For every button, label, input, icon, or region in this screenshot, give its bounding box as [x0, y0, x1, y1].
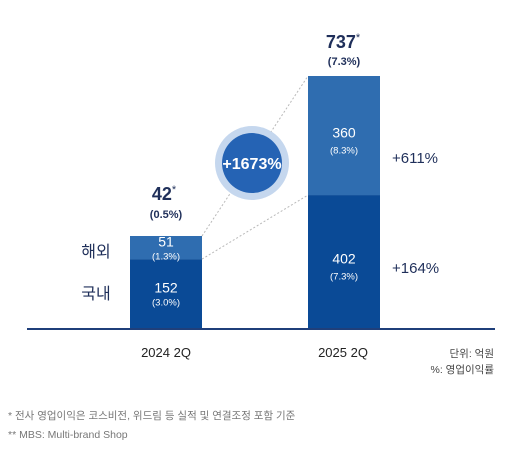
bar-margin-domestic-2: (7.3%) — [330, 272, 358, 283]
highlight-label: +1673% — [222, 156, 281, 173]
margin-note: %: 영업이익률 — [431, 363, 495, 376]
bar-margin-overseas-1: (1.3%) — [152, 252, 180, 263]
footnote-profit: * 전사 영업이익은 코스비전, 위드림 등 실적 및 연결조정 포함 기준 — [8, 410, 296, 422]
operating-profit-chart: 152 (3.0%) 51 (1.3%) 402 (7.3%) 360 (8.3%) +167… — [27, 32, 495, 376]
bar-margin-domestic-1: (3.0%) — [152, 298, 180, 309]
legend-domestic: 국내 — [81, 285, 110, 303]
legend-overseas: 해외 — [81, 243, 110, 261]
bar-value-domestic-1: 152 — [154, 280, 178, 296]
total-margin-2024: (0.5%) — [150, 209, 183, 221]
bar-value-overseas-1: 51 — [158, 234, 174, 250]
guide-line-2 — [201, 194, 309, 260]
bar-domestic-2 — [308, 195, 380, 328]
footnotes: * 전사 영업이익은 코스비전, 위드림 등 실적 및 연결조정 포함 기준 *… — [8, 407, 295, 445]
total-margin-2025: (7.3%) — [328, 56, 361, 68]
category-label-2025: 2025 2Q — [318, 345, 368, 360]
footnote-mbs: ** MBS: Multi-brand Shop — [8, 429, 128, 441]
bar-margin-overseas-2: (8.3%) — [330, 146, 358, 157]
bar-overseas-2 — [308, 76, 380, 196]
bar-overseas-1 — [130, 236, 202, 260]
unit-note: 단위: 억원 — [450, 347, 494, 360]
total-2025: 737* — [326, 32, 361, 52]
bar-domestic-1 — [130, 259, 202, 328]
highlight-circle — [222, 133, 282, 193]
bar-value-domestic-2: 402 — [332, 251, 356, 267]
category-label-2024: 2024 2Q — [141, 345, 191, 360]
bar-value-overseas-2: 360 — [332, 125, 356, 141]
total-2024: 42* — [152, 184, 177, 204]
growth-domestic: +164% — [392, 260, 439, 277]
bars: 152 (3.0%) 51 (1.3%) 402 (7.3%) 360 (8.3%) — [130, 76, 380, 328]
zoom-guide-lines — [201, 75, 309, 260]
growth-overseas: +611% — [392, 150, 438, 167]
